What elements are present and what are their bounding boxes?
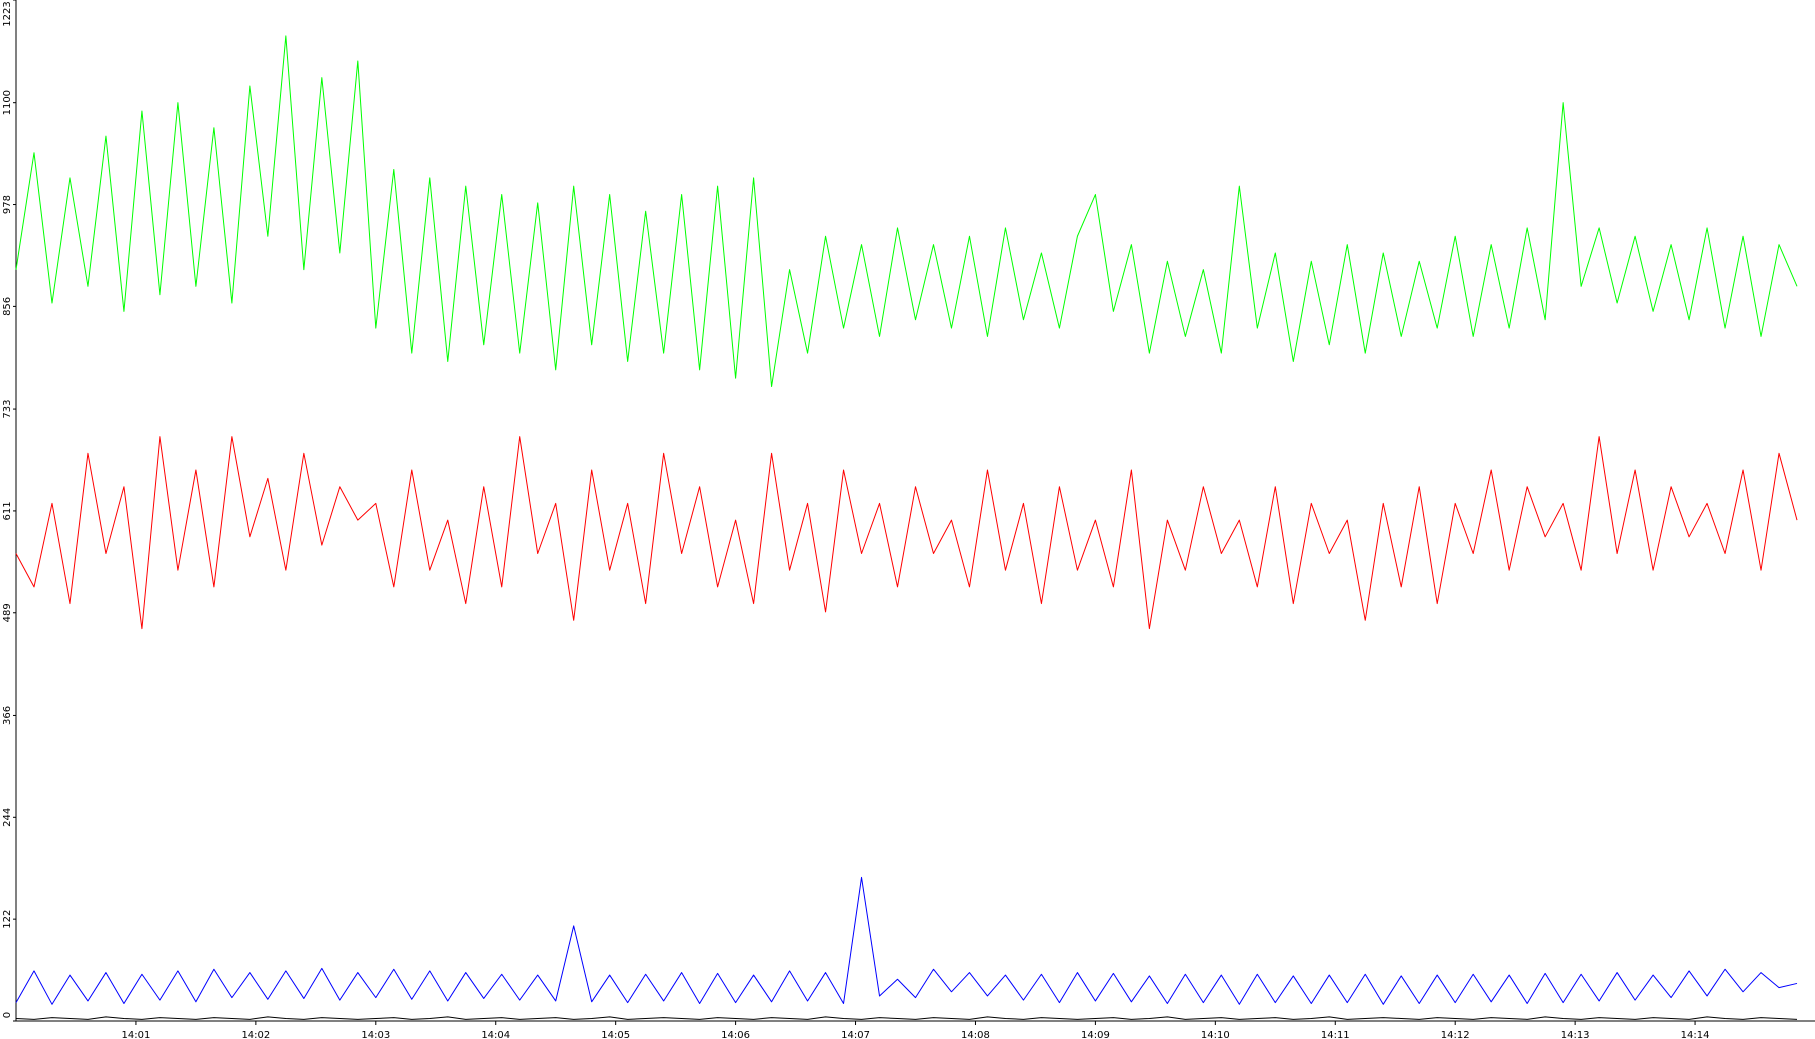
x-tick-label: 14:07 [841,1030,870,1039]
y-tick-label: 244 [2,808,13,827]
x-tick-label: 14:02 [241,1030,270,1039]
x-tick-label: 14:08 [961,1030,990,1039]
x-tick-label: 14:12 [1441,1030,1470,1039]
x-tick-label: 14:04 [481,1030,510,1039]
x-tick-label: 14:11 [1321,1030,1350,1039]
y-tick-label: 1100 [2,90,13,115]
y-tick-label: 366 [2,706,13,725]
y-tick-label: 856 [2,297,13,316]
y-tick-label: 611 [2,501,13,520]
line-series [15,436,1798,630]
line-series [15,35,1798,388]
y-tick-label: 733 [2,400,13,419]
x-tick-label: 14:06 [721,1030,750,1039]
y-tick-label: 978 [2,195,13,214]
x-tick-label: 14:01 [122,1030,151,1039]
x-tick-label: 14:09 [1081,1030,1110,1039]
x-tick-label: 14:13 [1561,1030,1590,1039]
y-tick-label: 1223 [2,1,13,26]
line-series [15,1016,1798,1020]
x-tick-label: 14:10 [1201,1030,1230,1039]
line-series [15,876,1798,1005]
y-tick-label: 489 [2,603,13,622]
y-tick-label: 0 [2,1012,13,1018]
y-tick-label: 122 [2,910,13,929]
x-tick-label: 14:14 [1681,1030,1710,1039]
x-tick-label: 14:03 [361,1030,390,1039]
x-tick-label: 14:05 [601,1030,630,1039]
